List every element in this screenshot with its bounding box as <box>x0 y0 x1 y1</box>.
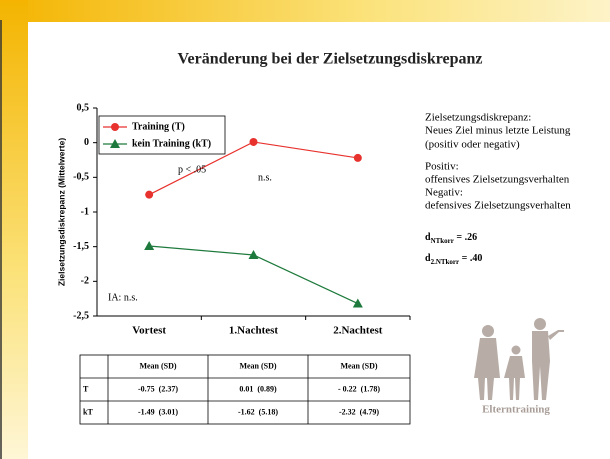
effect-size: dNTkorr = .26 <box>425 232 477 244</box>
legend-marker <box>111 123 119 131</box>
y-tick-label: -1 <box>81 206 89 217</box>
y-tick-label: -2 <box>81 276 89 287</box>
table-frame <box>79 354 411 425</box>
effect-value: = .26 <box>454 232 477 243</box>
effect-size: d2.NTkorr = .40 <box>425 253 482 265</box>
table-cell: - 0.22 (1.78) <box>338 384 380 393</box>
effect-symbol: d <box>425 253 431 264</box>
x-tick-label: 1.Nachtest <box>229 325 279 337</box>
table-cell: 0.01 (0.89) <box>239 384 277 393</box>
legend-label: Training (T) <box>132 121 185 132</box>
data-point <box>352 298 363 308</box>
panel <box>28 22 610 459</box>
table-cell: -0.75 (2.37) <box>138 384 178 393</box>
table-row-label: kT <box>83 407 93 416</box>
annotation: n.s. <box>258 172 272 183</box>
legend-label: kein Training (kT) <box>132 138 211 149</box>
y-tick-label: 0 <box>84 137 89 148</box>
legend-box <box>98 115 226 155</box>
x-tick-label: Vortest <box>132 325 166 337</box>
y-tick-label: -0,5 <box>73 172 89 183</box>
image-caption: Elterntraining <box>482 404 550 416</box>
note-line: Positiv: <box>425 161 459 173</box>
x-tick-label: 2.Nachtest <box>333 325 383 337</box>
data-point <box>248 249 259 259</box>
data-point <box>145 190 154 199</box>
effect-value: = .40 <box>459 253 482 264</box>
effect-subscript: NTkorr <box>431 237 454 245</box>
table-row-label: T <box>83 384 89 393</box>
top-band <box>0 0 610 22</box>
table-cell: -1.62 (5.18) <box>238 407 278 416</box>
table-header: Mean (SD) <box>340 361 377 370</box>
table-cell: -1.49 (3.01) <box>138 407 178 416</box>
data-point <box>249 137 258 146</box>
annotation: IA: n.s. <box>108 292 138 303</box>
effect-subscript: 2.NTkorr <box>431 258 460 266</box>
data-point <box>353 153 362 162</box>
data-point <box>144 240 155 250</box>
note-line: Negativ: <box>425 187 463 199</box>
note-line: offensives Zielsetzungsverhalten <box>425 174 570 186</box>
note-line: Neues Ziel minus letzte Leistung <box>425 125 571 137</box>
note-line: (positiv oder negativ) <box>425 139 520 151</box>
effect-symbol: d <box>425 232 431 243</box>
slide-title: Veränderung bei der Zielsetzungsdiskrepa… <box>177 51 482 68</box>
family-image <box>474 318 564 400</box>
note-line: defensives Zielsetzungsverhalten <box>425 200 571 212</box>
y-axis-label: Zielsetzungsdiskrepanz (Mittelwerte) <box>56 138 66 286</box>
table-header: Mean (SD) <box>139 361 176 370</box>
left-band <box>0 0 28 459</box>
y-tick-label: -1,5 <box>73 241 89 252</box>
y-tick-label: 0,5 <box>77 102 90 113</box>
y-tick-label: -2,5 <box>73 310 89 321</box>
results-table: Mean (SD) Mean (SD) Mean (SD) T -0.75 (2.37)… <box>79 354 411 425</box>
legend-marker <box>110 139 120 148</box>
table-header: Mean (SD) <box>239 361 276 370</box>
annotation: p < .05 <box>178 164 206 175</box>
note-line: Zielsetzungsdiskrepanz: <box>425 112 531 124</box>
table-cell: -2.32 (4.79) <box>339 407 379 416</box>
